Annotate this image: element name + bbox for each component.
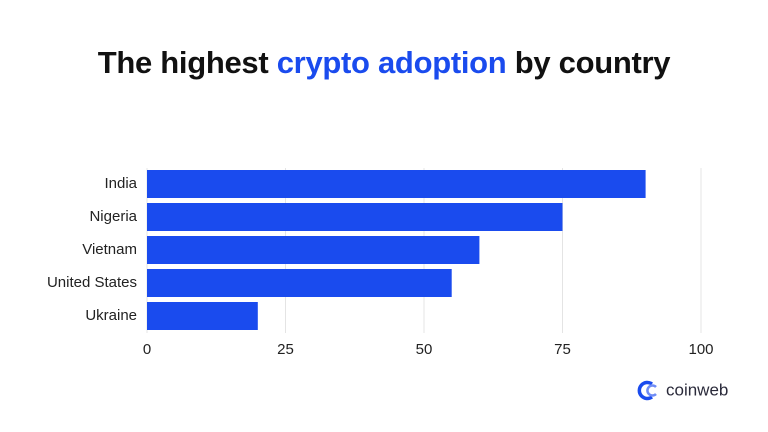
brand: coinweb	[666, 380, 728, 399]
x-tick-label: 100	[688, 341, 713, 358]
x-tick-label: 50	[416, 341, 433, 358]
logo-icon	[646, 384, 657, 397]
bar	[147, 203, 563, 231]
logo: coinweb	[637, 380, 728, 401]
y-tick-label: Vietnam	[82, 241, 137, 258]
bar	[147, 269, 452, 297]
logo-icon	[637, 380, 654, 401]
x-tick-label: 0	[143, 341, 151, 358]
title-part: The highest	[97, 45, 269, 80]
bar	[147, 170, 646, 198]
chart-title: The highest crypto adoption by country	[84, 40, 684, 86]
y-tick-label: United States	[47, 274, 137, 291]
x-tick-label: 75	[554, 341, 571, 358]
y-tick-label: India	[104, 175, 137, 192]
y-tick-label: Nigeria	[89, 208, 137, 225]
title-highlight: crypto adoption	[276, 45, 507, 80]
title-part: by country	[514, 45, 671, 80]
bar	[147, 236, 480, 264]
bar	[147, 302, 258, 330]
x-tick-label: 25	[277, 341, 294, 358]
y-tick-label: Ukraine	[85, 307, 137, 324]
